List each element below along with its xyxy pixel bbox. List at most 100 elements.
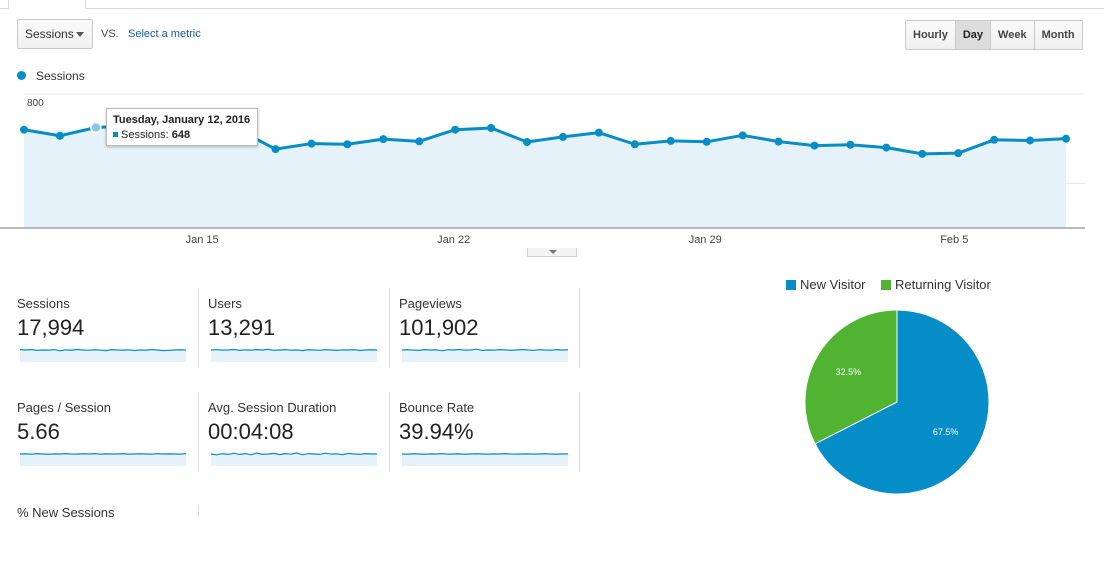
data-point xyxy=(523,138,532,147)
pie-legend-returning-visitor[interactable]: Returning Visitor xyxy=(881,277,991,292)
sparkline-area xyxy=(211,349,377,362)
pie-legend-label: Returning Visitor xyxy=(895,277,991,292)
sessions-area xyxy=(24,125,1066,228)
metric-value: 17,994 xyxy=(17,315,85,340)
tile-divider xyxy=(389,288,390,368)
tile-divider xyxy=(579,288,580,368)
sessions-legend-dot xyxy=(17,71,26,80)
metric-sparkline xyxy=(210,452,378,466)
data-point xyxy=(810,141,819,150)
visitor-type-pie-chart[interactable]: 67.5% 32.5% xyxy=(800,305,996,501)
data-point xyxy=(1062,134,1070,143)
data-point xyxy=(990,135,999,144)
select-metric-link[interactable]: Select a metric xyxy=(128,28,201,40)
data-point xyxy=(558,132,567,141)
x-tick-label: Jan 15 xyxy=(186,234,219,246)
tooltip-row: Sessions: 648 xyxy=(113,129,251,141)
data-point xyxy=(882,143,891,152)
metric-value: 101,902 xyxy=(399,315,479,340)
granularity-toggle: Hourly Day Week Month xyxy=(905,20,1083,50)
sparkline-area xyxy=(20,349,186,362)
sessions-legend-label: Sessions xyxy=(36,69,85,83)
data-point xyxy=(415,137,424,146)
metric-label: Users xyxy=(208,296,242,311)
data-point xyxy=(343,140,352,149)
hourly-button[interactable]: Hourly xyxy=(906,21,955,49)
metric-value: 39.94% xyxy=(399,419,474,444)
sparkline-area xyxy=(20,453,186,466)
metric-tile-new-sessions[interactable]: % New Sessions xyxy=(17,505,197,581)
active-tab[interactable] xyxy=(8,0,86,9)
sparkline-line xyxy=(210,348,378,352)
metric-tile-bounce-rate[interactable]: Bounce Rate 39.94% xyxy=(389,392,580,476)
data-point xyxy=(1026,136,1035,145)
metric-sparkline xyxy=(401,348,569,362)
y-tick-label: 800 xyxy=(27,98,44,109)
sparkline-area xyxy=(211,453,377,466)
week-button[interactable]: Week xyxy=(990,21,1034,49)
metric-sparkline xyxy=(401,452,569,466)
tile-divider xyxy=(198,392,199,472)
metric-tile-sessions[interactable]: Sessions 17,994 xyxy=(17,296,197,372)
tooltip-date: Tuesday, January 12, 2016 xyxy=(113,114,251,126)
tooltip-value: 648 xyxy=(171,129,191,141)
metric-label: Pages / Session xyxy=(17,400,111,415)
metric-dropdown[interactable]: Sessions xyxy=(17,19,93,49)
metric-tile-pageviews[interactable]: Pageviews 101,902 xyxy=(389,288,580,372)
x-tick-label: Jan 29 xyxy=(689,234,722,246)
pie-legend-new-visitor[interactable]: New Visitor xyxy=(786,277,866,292)
data-point xyxy=(271,145,280,154)
metric-sparkline xyxy=(19,452,187,466)
metric-tile-avg-session-duration[interactable]: Avg. Session Duration 00:04:08 xyxy=(198,392,388,476)
pie-legend-label: New Visitor xyxy=(800,277,866,292)
data-point xyxy=(487,123,496,132)
data-point xyxy=(738,131,747,140)
new-visitor-swatch xyxy=(786,280,796,290)
metric-label: Avg. Session Duration xyxy=(208,400,337,415)
metric-label: % New Sessions xyxy=(17,505,115,520)
pie-slice-label: 67.5% xyxy=(933,427,959,437)
sparkline-line xyxy=(19,348,187,352)
sparkline-area xyxy=(402,349,568,362)
data-point xyxy=(954,149,963,158)
data-point xyxy=(666,136,675,145)
metric-label: Pageviews xyxy=(399,296,462,311)
sparkline-line xyxy=(401,452,569,455)
metric-value: 00:04:08 xyxy=(208,419,294,444)
x-tick-label: Jan 22 xyxy=(437,234,470,246)
sparkline-line xyxy=(210,452,378,456)
metric-tile-pages-per-session[interactable]: Pages / Session 5.66 xyxy=(17,400,197,476)
day-button[interactable]: Day xyxy=(954,21,991,49)
data-point xyxy=(774,137,783,146)
data-point xyxy=(918,149,927,158)
chart-tooltip: Tuesday, January 12, 2016 Sessions: 648 xyxy=(106,108,258,146)
metric-dropdown-label: Sessions xyxy=(25,27,74,41)
month-button[interactable]: Month xyxy=(1033,21,1082,49)
data-point xyxy=(55,131,64,140)
tab-strip-rule xyxy=(0,8,1104,9)
metric-value: 5.66 xyxy=(17,419,60,444)
tile-divider xyxy=(198,505,199,517)
metric-tile-users[interactable]: Users 13,291 xyxy=(198,288,388,372)
x-tick-label: Feb 5 xyxy=(940,234,968,246)
sparkline-line xyxy=(19,452,187,455)
data-point xyxy=(20,125,28,134)
tooltip-series-label: Sessions: xyxy=(121,129,169,141)
tile-divider xyxy=(579,392,580,472)
data-point xyxy=(846,140,855,149)
chevron-down-icon xyxy=(76,32,84,37)
metric-value: 13,291 xyxy=(208,315,276,340)
pie-slice xyxy=(814,309,990,495)
data-point xyxy=(451,125,460,134)
metric-sparkline xyxy=(210,348,378,362)
metric-label: Bounce Rate xyxy=(399,400,475,415)
data-point xyxy=(307,139,316,148)
pie-slice xyxy=(804,309,898,445)
data-point xyxy=(379,135,388,144)
data-point xyxy=(90,121,102,134)
chart-collapse-handle[interactable] xyxy=(527,248,577,257)
data-point xyxy=(630,140,639,149)
pie-slice-label: 32.5% xyxy=(836,367,862,377)
sparkline-area xyxy=(402,453,568,466)
